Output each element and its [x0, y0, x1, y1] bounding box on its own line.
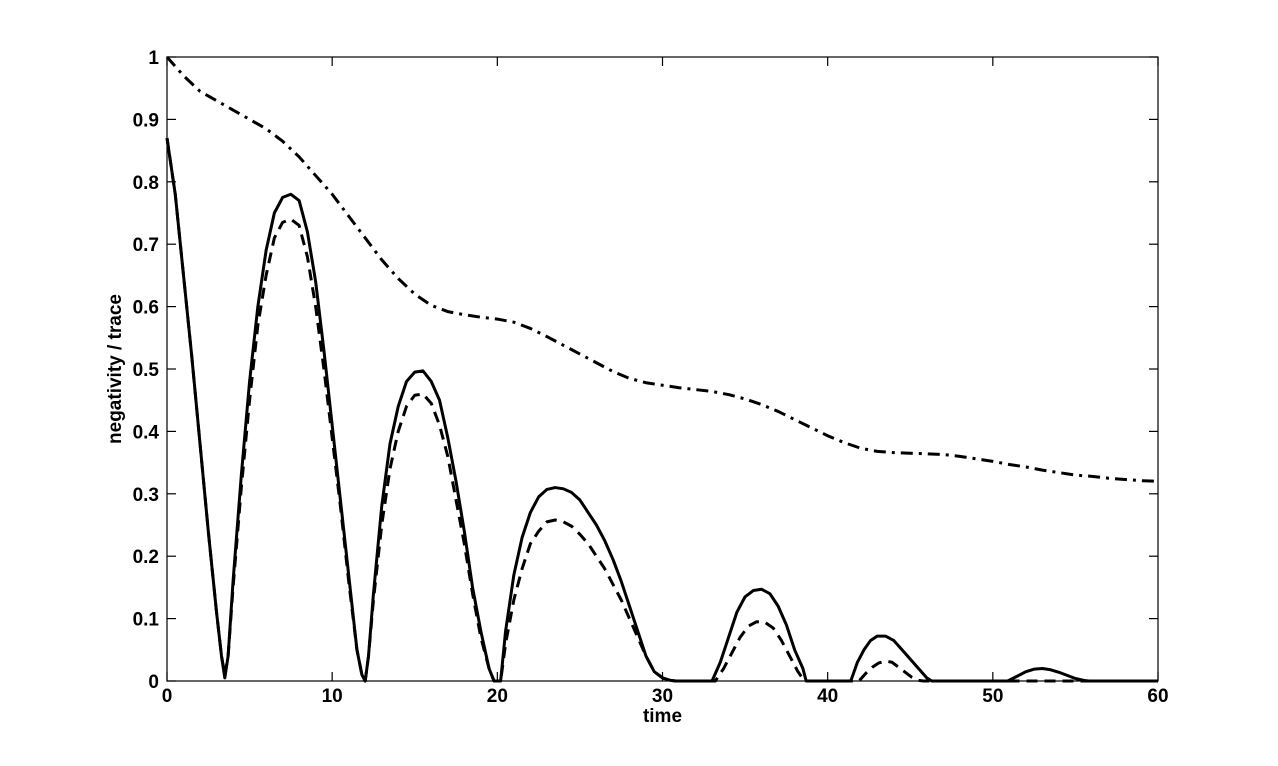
y-tick-label: 0.9: [133, 110, 159, 131]
series-dashed-line: [165, 137, 1158, 683]
y-tick-label: 0.3: [133, 485, 159, 506]
x-tick-label: 50: [982, 686, 1003, 707]
plot-lines: [165, 56, 1159, 683]
x-tick-label: 0: [162, 686, 173, 707]
series-dashdot-line: [165, 56, 1159, 483]
y-tick-label: 0: [148, 672, 159, 693]
axis-ticks: [166, 56, 1159, 682]
x-tick-label: 30: [652, 686, 673, 707]
x-tick-label: 10: [322, 686, 343, 707]
y-tick-label: 0.2: [133, 547, 159, 568]
x-axis-label: time: [643, 706, 682, 727]
y-tick-label: 0.4: [133, 422, 160, 443]
y-tick-label: 0.6: [133, 298, 159, 319]
x-tick-label: 40: [817, 686, 838, 707]
x-axis-tick-labels: 0 10 20 30 40 50 60: [162, 686, 1169, 707]
plot-frame: [166, 56, 1159, 682]
y-tick-label: 0.1: [133, 610, 160, 631]
y-tick-label: 0.7: [133, 235, 159, 256]
series-solid-line: [165, 137, 1158, 683]
y-axis-label: negativity / trace: [105, 294, 126, 444]
y-tick-label: 0.8: [133, 173, 159, 194]
y-tick-label: 0.5: [133, 360, 160, 381]
y-tick-label: 1: [148, 48, 159, 69]
x-tick-label: 60: [1147, 686, 1168, 707]
x-tick-label: 20: [487, 686, 508, 707]
y-axis-tick-labels: 0 0.1 0.2 0.3 0.4 0.5 0.6 0.7 0.8 0.9 1: [133, 48, 160, 693]
